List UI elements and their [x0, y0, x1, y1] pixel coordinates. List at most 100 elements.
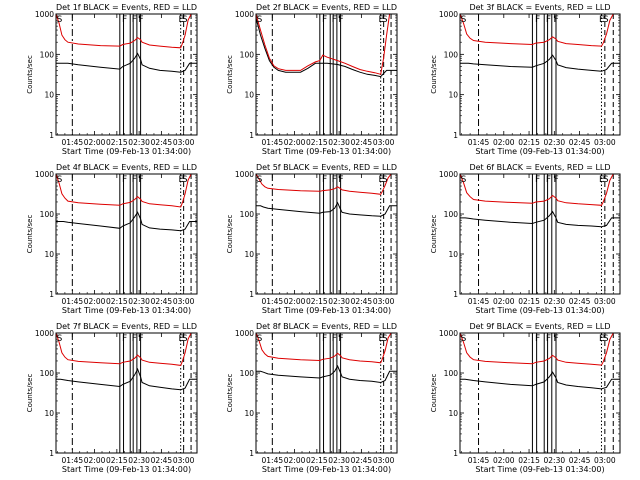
marker-label: F [138, 15, 143, 25]
plot-area [256, 333, 397, 453]
y-axis-label: Counts/sec [430, 215, 438, 254]
plot-frame [55, 173, 198, 295]
y-axis-label: Counts/sec [430, 374, 438, 413]
y-tick-label: 1 [49, 449, 54, 458]
marker-label: S [461, 15, 467, 25]
y-tick-label: 10 [244, 409, 254, 418]
marker-label: E [178, 15, 184, 25]
series-events [56, 211, 197, 232]
y-tick-label: 10 [44, 250, 54, 259]
x-tick-label: 03:00 [173, 138, 195, 147]
panel-4: Det 4f BLACK = Events, RED = LLD Counts/s… [26, 163, 198, 315]
series-lld [460, 333, 620, 366]
marker-label: S [257, 175, 263, 185]
x-tick-label: 02:00 [284, 297, 306, 306]
marker-label: S [257, 334, 263, 344]
plot-frame [255, 173, 398, 295]
x-tick-label: 03:00 [173, 456, 195, 465]
y-tick-label: 1000 [235, 10, 254, 19]
marker-label: S [57, 15, 63, 25]
x-tick-label: 01:45 [62, 456, 84, 465]
series-events [56, 367, 197, 391]
plot-area [56, 333, 197, 453]
x-tick-label: 02:00 [284, 456, 306, 465]
marker-label: S [461, 334, 467, 344]
marker-label: F [338, 15, 343, 25]
x-tick-label: 01:45 [262, 456, 284, 465]
x-tick-label: 02:45 [351, 456, 373, 465]
y-tick-label: 1000 [235, 170, 254, 179]
marker-label: S [182, 175, 188, 185]
plot-frame [55, 13, 198, 136]
marker-label: F [546, 334, 551, 344]
plot-area [56, 14, 197, 135]
marker-label: E [599, 334, 605, 344]
y-tick-label: 1000 [439, 10, 458, 19]
x-tick-label: 02:15 [306, 456, 328, 465]
panel-2: Det 2f BLACK = Events, RED = LLD Counts/s… [226, 3, 398, 156]
x-tick-label: 01:45 [62, 297, 84, 306]
panel-title: Det 8f BLACK = Events, RED = LLD [256, 322, 397, 331]
x-tick-label: 02:15 [306, 297, 328, 306]
plot-frame [459, 332, 621, 454]
y-tick-label: 1 [453, 449, 458, 458]
marker-label: S [603, 334, 609, 344]
x-tick-label: 02:30 [128, 297, 150, 306]
marker-label: F [338, 175, 343, 185]
x-tick-label: 02:15 [106, 297, 128, 306]
x-tick-label: 02:00 [84, 138, 106, 147]
y-tick-label: 1 [453, 290, 458, 299]
x-tick-label: 01:45 [62, 138, 84, 147]
x-tick-label: 03:00 [594, 297, 616, 306]
plot-area [460, 333, 620, 453]
plot-frame [459, 13, 621, 136]
series-lld [56, 333, 197, 366]
y-tick-label: 100 [240, 369, 255, 378]
x-tick-label: 03:00 [373, 456, 395, 465]
x-tick-label: 02:45 [569, 456, 591, 465]
x-tick-label: 02:00 [84, 456, 106, 465]
y-tick-label: 100 [40, 50, 55, 59]
marker-label: F [535, 334, 540, 344]
x-axis-label: Start Time (09-Feb-13 01:34:00) [475, 306, 604, 315]
y-tick-label: 10 [44, 409, 54, 418]
x-tick-label: 01:45 [262, 297, 284, 306]
marker-label: E [178, 175, 184, 185]
series-events [256, 364, 397, 384]
x-axis-label: Start Time (09-Feb-13 01:34:00) [475, 465, 604, 474]
x-tick-label: 03:00 [594, 456, 616, 465]
marker-label: S [382, 15, 388, 25]
x-tick-label: 02:45 [151, 297, 173, 306]
marker-label: F [322, 334, 327, 344]
y-tick-label: 1 [453, 131, 458, 140]
panel-6: Det 6f BLACK = Events, RED = LLD Counts/s… [430, 163, 621, 315]
marker-label: E [378, 175, 384, 185]
x-tick-label: 02:30 [544, 297, 566, 306]
x-tick-label: 02:15 [518, 456, 540, 465]
panel-1: Det 1f BLACK = Events, RED = LLD Counts/s… [26, 3, 198, 156]
series-events [256, 201, 397, 217]
x-tick-label: 02:30 [128, 456, 150, 465]
plot-frame [55, 332, 198, 454]
y-tick-label: 1 [49, 290, 54, 299]
x-tick-label: 02:15 [106, 138, 128, 147]
y-tick-label: 1 [249, 290, 254, 299]
x-tick-label: 02:45 [151, 138, 173, 147]
marker-label: F [553, 334, 558, 344]
y-tick-label: 100 [444, 210, 459, 219]
series-events [56, 52, 197, 73]
y-tick-label: 1 [249, 449, 254, 458]
x-tick-label: 02:30 [128, 138, 150, 147]
x-axis-label: Start Time (09-Feb-13 01:34:00) [262, 147, 391, 156]
y-tick-label: 100 [40, 210, 55, 219]
marker-label: S [382, 175, 388, 185]
panel-3: Det 3f BLACK = Events, RED = LLD Counts/s… [430, 3, 621, 156]
y-tick-label: 100 [444, 369, 459, 378]
y-tick-label: 1000 [235, 329, 254, 338]
x-tick-label: 02:30 [328, 456, 350, 465]
marker-label: S [182, 15, 188, 25]
panel-title: Det 1f BLACK = Events, RED = LLD [56, 3, 197, 12]
y-axis-label: Counts/sec [226, 55, 234, 94]
x-tick-label: 02:00 [84, 297, 106, 306]
